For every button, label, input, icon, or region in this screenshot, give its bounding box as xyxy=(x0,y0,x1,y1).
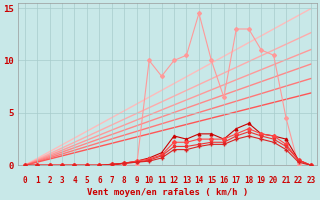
X-axis label: Vent moyen/en rafales ( km/h ): Vent moyen/en rafales ( km/h ) xyxy=(87,188,248,197)
